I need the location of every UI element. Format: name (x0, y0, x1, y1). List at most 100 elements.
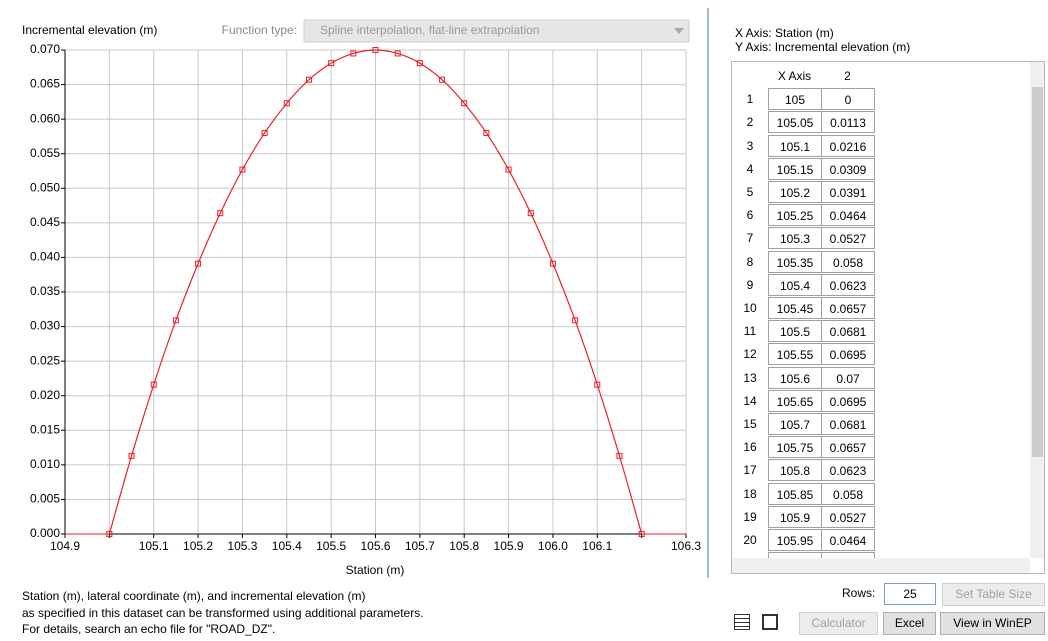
x-tick-label: 105.7 (405, 539, 435, 553)
point-marker (483, 129, 490, 136)
table-view-icon[interactable] (734, 614, 750, 630)
form-view-icon[interactable] (762, 614, 778, 630)
y-cell[interactable]: 0.0309 (821, 157, 875, 180)
x-cell[interactable]: 105.75 (768, 436, 822, 459)
y-cell[interactable]: 0.0216 (821, 134, 875, 157)
point-marker (594, 381, 601, 388)
row-number: 3 (746, 138, 754, 153)
horizontal-scrollbar[interactable] (732, 558, 1030, 573)
footer-text: Station (m), lateral coordinate (m), and… (22, 588, 424, 638)
row-number: 5 (746, 185, 754, 199)
x-tick-label: 105.4 (272, 539, 302, 553)
rows-label: Rows: (842, 586, 876, 600)
x-tick-label: 106.0 (538, 539, 568, 553)
x-tick-label: 106.3 (671, 539, 701, 553)
footer-line: Station (m), lateral coordinate (m), and… (22, 589, 366, 603)
x-cell[interactable]: 105 (768, 88, 822, 111)
y-cell[interactable]: 0.0623 (821, 273, 875, 296)
row-number: 21 (732, 552, 768, 558)
table-frame: X Axis 2 1 105 0 2 105.05 0.0113 3 105.1 0.0216 4 10… (731, 61, 1045, 574)
x-cell[interactable]: 105.15 (768, 157, 822, 180)
function-type-combobox[interactable] (303, 19, 690, 43)
y-cell[interactable]: 0.0657 (821, 297, 875, 319)
y-cell[interactable]: 0.0681 (821, 320, 875, 343)
point-marker (527, 210, 534, 217)
point-marker (106, 531, 113, 537)
calculator-button[interactable]: Calculator (799, 612, 878, 635)
y-cell[interactable]: 0.0391 (821, 181, 875, 203)
y-tick-label: 0.060 (30, 111, 60, 125)
y-cell[interactable]: 0.0113 (821, 111, 875, 134)
point-marker (616, 452, 623, 459)
x-cell[interactable]: 105.55 (768, 343, 822, 366)
x-cell[interactable]: 105.65 (768, 389, 822, 412)
combobox-arrow (674, 28, 684, 34)
column-header: X Axis (777, 69, 812, 83)
x-cell[interactable]: 105.5 (768, 320, 822, 343)
y-tick-label: 0.070 (30, 42, 60, 56)
x-axis-info: X Axis: Station (m) (735, 26, 834, 40)
x-cell[interactable]: 105.85 (768, 482, 822, 505)
y-tick-label: 0.040 (30, 250, 60, 264)
y-cell[interactable]: 0.07 (821, 366, 875, 389)
view-button[interactable]: View in WinEP (940, 612, 1045, 635)
point-marker (350, 50, 357, 57)
vertical-scrollbar[interactable] (1030, 62, 1044, 558)
row-number: 10 (743, 301, 757, 315)
point-marker (195, 260, 202, 267)
excel-button[interactable]: Excel (883, 612, 936, 635)
x-cell[interactable]: 105.35 (768, 250, 822, 273)
x-cell[interactable]: 105.3 (768, 227, 822, 250)
y-cell[interactable]: 0.0464 (821, 204, 875, 227)
chart-title: Incremental elevation (m) (22, 23, 157, 37)
x-cell[interactable]: 105.4 (768, 273, 822, 296)
splitter[interactable] (707, 8, 709, 578)
point-marker (394, 50, 401, 57)
y-cell[interactable]: 0.0391 (821, 552, 875, 558)
footer-line: For details, search an echo file for "RO… (22, 622, 276, 636)
y-cell[interactable]: 0.0681 (821, 413, 875, 435)
x-tick-label: 105.2 (183, 539, 213, 553)
point-marker (128, 452, 135, 459)
point-marker (217, 210, 224, 217)
x-cell[interactable]: 105.95 (768, 529, 822, 551)
row-number: 2 (746, 115, 754, 130)
row-number: 17 (743, 463, 757, 478)
scroll-thumb[interactable] (1032, 87, 1043, 457)
row-number: 18 (743, 486, 757, 501)
x-cell[interactable]: 105.6 (768, 366, 822, 389)
x-cell[interactable]: 105.1 (768, 134, 822, 157)
y-cell[interactable]: 0.0623 (821, 459, 875, 482)
point-marker (261, 129, 268, 136)
set-table-size-button[interactable]: Set Table Size (942, 583, 1045, 606)
rows-input[interactable]: 25 (884, 583, 936, 605)
y-tick-label: 0.025 (30, 353, 60, 367)
x-cell[interactable]: 105.05 (768, 111, 822, 134)
x-cell[interactable]: 105.2 (768, 181, 822, 203)
y-tick-label: 0.000 (30, 526, 60, 540)
y-cell[interactable]: 0 (821, 88, 875, 111)
point-marker (328, 60, 335, 67)
y-tick-label: 0.045 (30, 215, 60, 229)
y-cell[interactable]: 0.0527 (821, 505, 875, 528)
x-cell[interactable]: 105.8 (768, 459, 822, 482)
y-cell[interactable]: 0.0464 (821, 529, 875, 551)
point-marker (461, 100, 468, 107)
row-number: 9 (746, 277, 754, 292)
x-cell[interactable]: 105.25 (768, 204, 822, 227)
x-cell[interactable]: 105.9 (768, 505, 822, 528)
x-cell[interactable]: 105.45 (768, 297, 822, 319)
row-number: 8 (746, 254, 754, 269)
y-cell[interactable]: 0.058 (821, 250, 875, 273)
y-cell[interactable]: 0.0695 (821, 389, 875, 412)
y-cell[interactable]: 0.058 (821, 482, 875, 505)
x-cell[interactable]: 105.7 (768, 413, 822, 435)
y-cell[interactable]: 0.0695 (821, 343, 875, 366)
x-tick-label: 105.6 (360, 539, 390, 553)
y-cell[interactable]: 0.0527 (821, 227, 875, 250)
y-cell[interactable]: 0.0657 (821, 436, 875, 459)
point-marker (283, 100, 290, 107)
point-marker (549, 260, 556, 267)
axes-info: X Axis: Station (m) Y Axis: Incremental … (735, 26, 910, 54)
